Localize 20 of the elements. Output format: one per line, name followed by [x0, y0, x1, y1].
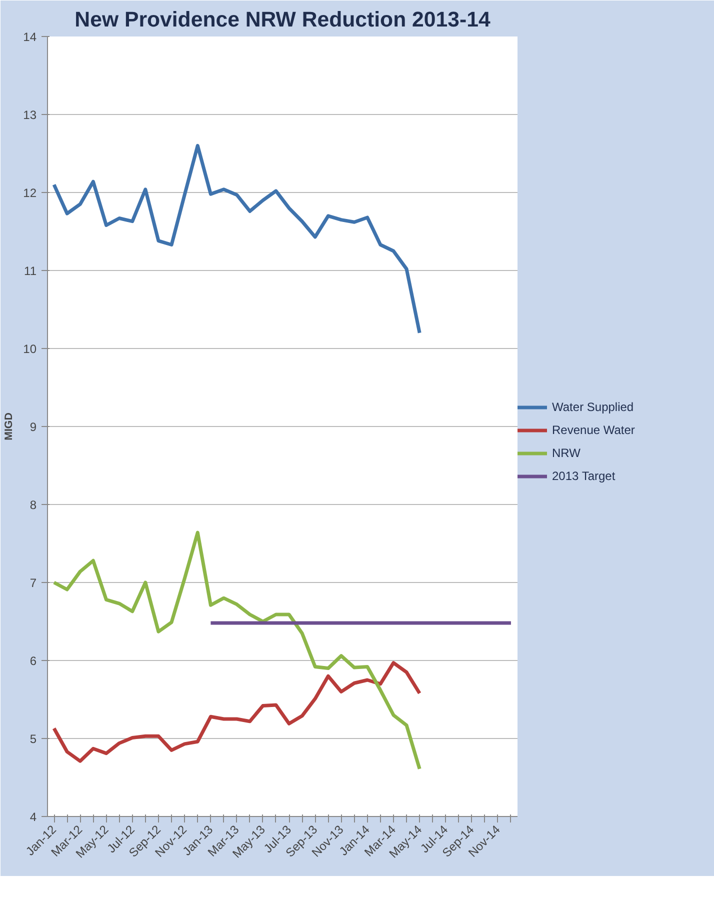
y-axis-title: MIGD [3, 412, 16, 440]
line-series [52, 144, 422, 335]
legend-label: Water Supplied [552, 400, 634, 414]
y-tick-label: 9 [30, 420, 37, 434]
legend-label: NRW [552, 446, 580, 460]
y-tick-label: 6 [30, 654, 37, 668]
legend-label: 2013 Target [552, 469, 616, 483]
line-series [52, 661, 422, 763]
y-tick-label: 13 [23, 108, 37, 122]
y-tick-label: 7 [30, 576, 37, 590]
y-tick-label: 11 [24, 264, 37, 278]
legend-label: Revenue Water [552, 423, 635, 437]
y-tick-label: 14 [23, 30, 37, 44]
y-tick-label: 8 [30, 498, 37, 512]
y-tick-label: 10 [23, 342, 37, 356]
y-tick-label: 5 [30, 732, 37, 746]
line-series [52, 530, 422, 771]
y-tick-label: 12 [23, 186, 37, 200]
y-tick-label: 4 [30, 810, 37, 824]
chart-title: New Providence NRW Reduction 2013-14 [74, 8, 490, 32]
